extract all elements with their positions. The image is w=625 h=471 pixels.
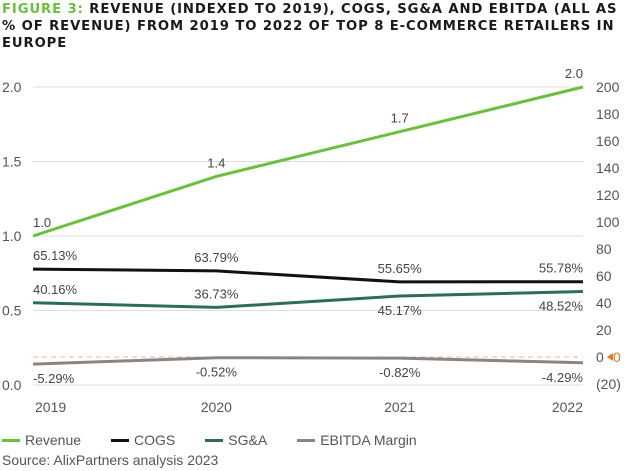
legend-item: Revenue [2, 432, 81, 448]
zero-marker-icon [607, 353, 613, 361]
x-tick-label: 2021 [384, 399, 415, 415]
data-label: 55.78% [539, 261, 584, 276]
left-tick-label: 1.5 [2, 154, 22, 170]
series-line-cogs [32, 267, 584, 284]
data-label: 45.17% [378, 303, 423, 318]
legend-label: EBITDA Margin [320, 432, 417, 448]
legend-swatch-icon [2, 438, 20, 442]
x-tick-label: 2019 [35, 399, 66, 415]
left-tick-label: 0.5 [2, 303, 22, 319]
series-line-revenue [32, 85, 584, 238]
left-tick-label: 2.0 [2, 79, 22, 95]
data-label: 36.73% [194, 286, 239, 301]
data-label: 1.0 [33, 215, 51, 230]
data-label: 1.4 [207, 155, 225, 170]
series-line-ebitda-margin [32, 356, 584, 366]
right-tick-label: 160 [596, 133, 620, 149]
figure-title-text: REVENUE (INDEXED TO 2019), COGS, SG&A AN… [2, 2, 618, 51]
left-axis: 0.0 0.5 1.0 1.5 2.0 [2, 79, 22, 393]
legend-swatch-icon [297, 438, 316, 442]
line-chart: 0.00.51.01.52.0 (20)0 0204060801001201401… [2, 66, 621, 415]
right-tick-label: 140 [596, 160, 620, 176]
figure-number: FIGURE 3: [2, 2, 84, 17]
legend-label: Revenue [25, 432, 82, 448]
legend-label: COGS [134, 432, 176, 448]
data-label: 63.79% [194, 250, 239, 265]
legend: Revenue COGS SG&A EBITDA Margin [2, 432, 447, 448]
data-label: 65.13% [33, 248, 78, 263]
right-tick-label: 180 [596, 106, 620, 122]
left-tick-label: 0.0 [2, 377, 22, 393]
legend-swatch-icon [205, 438, 224, 442]
legend-item: SG&A [205, 432, 267, 448]
right-tick-label: 200 [596, 79, 620, 95]
x-tick-label: 2022 [552, 399, 583, 415]
data-label: -0.82% [379, 365, 421, 380]
legend-item: EBITDA Margin [297, 432, 417, 448]
x-axis: 2019 2020 2021 2022 [35, 399, 583, 415]
right-tick-label: 20 [596, 322, 612, 338]
data-label: 55.65% [378, 261, 423, 276]
series-lines [32, 85, 584, 366]
right-tick-label: 80 [596, 241, 612, 257]
series-line-sg-a [32, 289, 584, 309]
data-label: -0.52% [196, 365, 238, 380]
data-label: 2.0 [565, 66, 583, 81]
legend-label: SG&A [228, 432, 268, 448]
legend-item: COGS [111, 432, 175, 448]
right-tick-label: 60 [596, 268, 612, 284]
right-tick-label: 100 [596, 214, 620, 230]
right-tick-label: 120 [596, 187, 620, 203]
data-label: 40.16% [33, 282, 78, 297]
chart-title: FIGURE 3: REVENUE (INDEXED TO 2019), COG… [2, 1, 622, 52]
data-label: -4.29% [542, 370, 584, 385]
data-label: -5.29% [33, 371, 75, 386]
legend-swatch-icon [111, 438, 130, 442]
zero-marker-label: 0 [613, 349, 621, 365]
source-note: Source: AlixPartners analysis 2023 [2, 452, 219, 468]
x-tick-label: 2020 [201, 399, 232, 415]
right-tick-label: 0 [596, 349, 604, 365]
data-labels: 1.0 1.4 1.7 2.0 65.13% 63.79% 55.65% 55.78% 40.1… [33, 66, 583, 386]
right-tick-label: (20) [596, 376, 621, 392]
right-tick-label: 40 [596, 295, 612, 311]
data-label: 48.52% [539, 298, 584, 313]
left-tick-label: 1.0 [2, 228, 22, 244]
gridlines [33, 86, 583, 386]
data-label: 1.7 [391, 111, 409, 126]
